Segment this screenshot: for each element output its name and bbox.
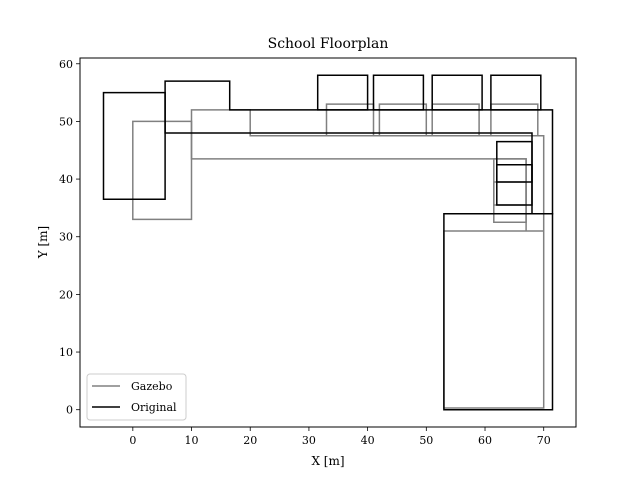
legend-label-gazebo: Gazebo: [131, 380, 173, 393]
chart-title: School Floorplan: [268, 36, 389, 52]
gazebo-outline-6: [493, 158, 527, 224]
y-tick-label: 40: [59, 173, 73, 186]
x-tick-label: 60: [478, 434, 492, 447]
original-outline-3: [316, 74, 369, 111]
plot-frame: [79, 57, 577, 428]
original-outline-2: [443, 212, 554, 411]
y-tick-label: 50: [59, 115, 73, 128]
x-tick-label: 10: [185, 434, 199, 447]
original-outline-4: [372, 74, 425, 111]
original-outline-7: [496, 140, 533, 206]
y-tick-label: 10: [59, 346, 73, 359]
gazebo-outline-2: [325, 103, 375, 137]
gazebo-outline-5: [490, 103, 539, 137]
y-tick-label: 30: [59, 231, 73, 244]
x-axis-label: X [m]: [311, 454, 344, 468]
y-tick-label: 20: [59, 288, 73, 301]
x-tick-label: 70: [537, 434, 551, 447]
original-outline-6: [490, 74, 542, 111]
x-tick-label: 20: [243, 434, 257, 447]
x-tick-label: 50: [419, 434, 433, 447]
y-axis-ticks: 0 10 20 30 40 50 60: [59, 58, 80, 417]
original-outline-5: [431, 74, 483, 111]
y-tick-label: 0: [66, 404, 73, 417]
original-outline-0: [102, 91, 166, 201]
x-tick-label: 30: [302, 434, 316, 447]
gazebo-outline-0: [132, 120, 193, 221]
y-axis-label: Y [m]: [36, 226, 50, 259]
y-tick-label: 60: [59, 58, 73, 71]
legend-label-original: Original: [131, 401, 177, 414]
original-outline-8: [496, 163, 533, 183]
plot-area: [79, 57, 577, 428]
gazebo-outline-1: [190, 109, 545, 409]
gazebo-outline-4: [431, 103, 480, 137]
floorplan-outlines: [102, 74, 554, 411]
legend: Gazebo Original: [86, 373, 187, 421]
x-tick-label: 40: [361, 434, 375, 447]
gazebo-outline-3: [378, 103, 428, 137]
gazebo-outline-7: [493, 181, 527, 206]
x-axis-ticks: 0 10 20 30 40 50 60 70: [129, 427, 551, 447]
x-tick-label: 0: [129, 434, 136, 447]
